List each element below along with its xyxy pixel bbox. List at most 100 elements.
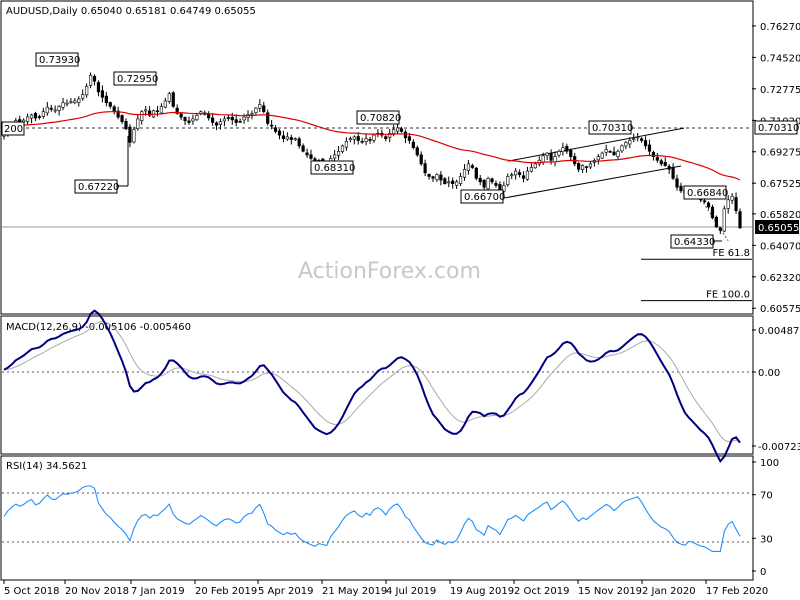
channel-lower bbox=[503, 165, 682, 199]
candle-body bbox=[41, 111, 45, 117]
candle-body bbox=[210, 117, 215, 123]
candle-body bbox=[234, 119, 238, 123]
candle-body bbox=[37, 116, 42, 118]
candle-body bbox=[604, 149, 608, 153]
candle-body bbox=[281, 135, 286, 140]
candle-body bbox=[392, 129, 396, 134]
candle-body bbox=[435, 174, 439, 181]
candle-body bbox=[620, 145, 624, 152]
candle-body bbox=[663, 162, 667, 166]
candle-body bbox=[596, 156, 600, 161]
candle-body bbox=[734, 197, 738, 211]
swing-label-box bbox=[460, 189, 504, 204]
candle-body bbox=[439, 174, 443, 181]
candle-body bbox=[482, 179, 486, 188]
macd-tick-label: 0.00 bbox=[758, 368, 780, 379]
candle-body bbox=[96, 82, 101, 93]
candle-body bbox=[451, 180, 455, 184]
date-tick-label: 20 Feb 2019 bbox=[195, 586, 257, 597]
swing-label-box bbox=[310, 160, 354, 175]
macd-signal-line bbox=[3, 320, 741, 443]
price-panel-frame bbox=[0, 0, 754, 315]
swing-label: 0.68310 bbox=[314, 163, 355, 174]
candle-body bbox=[407, 136, 411, 141]
candle-body bbox=[478, 177, 482, 183]
candle-body bbox=[529, 167, 534, 172]
candle-body bbox=[372, 134, 376, 141]
price-tick-label: 0.62320 bbox=[760, 273, 800, 284]
date-tick-label: 2 Jan 2020 bbox=[642, 586, 696, 597]
candle-body bbox=[651, 151, 656, 157]
candle-body bbox=[344, 141, 349, 148]
date-tick-label: 5 Apr 2019 bbox=[258, 586, 313, 597]
macd-header: MACD(12,26,9) -0.005106 -0.005460 bbox=[6, 322, 191, 333]
date-axis: 5 Oct 2018 20 Nov 2018 7 Jan 2019 20 Feb 20… bbox=[3, 580, 768, 597]
candle-body bbox=[336, 150, 341, 156]
swing-label-box bbox=[356, 110, 400, 125]
candle-body bbox=[277, 130, 282, 136]
candle-body bbox=[616, 150, 620, 157]
swing-label: 0.73930 bbox=[39, 55, 80, 66]
candle-body bbox=[144, 109, 148, 112]
candle-body bbox=[474, 167, 478, 179]
candle-body bbox=[588, 163, 593, 168]
level-left-tag: 200 bbox=[1, 121, 25, 136]
candle-body bbox=[647, 144, 652, 152]
candle-body bbox=[258, 104, 262, 109]
price-tick-label: 0.65820 bbox=[760, 210, 800, 221]
candle-body bbox=[628, 140, 632, 145]
candle-body bbox=[722, 208, 726, 232]
candle-body bbox=[584, 166, 589, 168]
candle-body bbox=[69, 101, 73, 104]
candle-body bbox=[710, 206, 715, 219]
swing-label-box bbox=[113, 71, 157, 86]
date-tick-label: 20 Nov 2018 bbox=[65, 586, 129, 597]
candle-body bbox=[195, 115, 199, 121]
candle-body bbox=[136, 118, 140, 129]
candle-body bbox=[632, 138, 636, 141]
price-tick-label: 0.74520 bbox=[760, 53, 800, 64]
candle-body bbox=[643, 140, 648, 147]
date-tick-label: 7 Jan 2019 bbox=[131, 586, 185, 597]
symbol-header: AUDUSD,Daily 0.65040 0.65181 0.64749 0.6… bbox=[6, 6, 256, 17]
macd-tick-label: -0.007232 bbox=[758, 442, 800, 453]
candle-body bbox=[348, 138, 352, 141]
price-tick-label: 0.69275 bbox=[760, 148, 800, 159]
candle-body bbox=[108, 102, 112, 107]
candle-body bbox=[179, 113, 183, 118]
candle-body bbox=[104, 95, 108, 104]
candle-body bbox=[26, 116, 30, 122]
candle-body bbox=[364, 138, 368, 142]
candle-body bbox=[706, 202, 711, 208]
rsi-header: RSI(14) 34.5621 bbox=[6, 461, 87, 472]
candle-body bbox=[494, 183, 498, 186]
macd-line bbox=[3, 309, 741, 463]
swing-labels-group: 0.73930 0.72950 0.67220 0.70820 0.68310 0.667… bbox=[35, 52, 728, 249]
price-tick-label: 0.67525 bbox=[760, 179, 800, 190]
candle-body bbox=[675, 178, 679, 188]
ema-line bbox=[3, 111, 741, 181]
candle-body bbox=[486, 177, 490, 190]
candle-body bbox=[230, 116, 234, 121]
candle-body bbox=[388, 133, 392, 138]
candle-body bbox=[57, 106, 61, 111]
candle-body bbox=[33, 112, 38, 119]
candle-body bbox=[242, 116, 246, 121]
candle-body bbox=[254, 107, 258, 114]
candle-body bbox=[521, 175, 526, 179]
date-tick-label: 17 Feb 2020 bbox=[706, 586, 768, 597]
candle-body bbox=[340, 145, 345, 152]
candle-body bbox=[88, 75, 93, 86]
level-tag-text: 0.70310 bbox=[758, 123, 799, 134]
macd-lines-group: 0.004876 0.00 -0.007232 bbox=[3, 309, 800, 463]
date-tick-label: 19 Aug 2019 bbox=[450, 586, 514, 597]
swing-label: 0.66700 bbox=[464, 192, 505, 203]
swing-label: 0.64330 bbox=[674, 237, 715, 248]
candle-body bbox=[65, 102, 69, 105]
candle-body bbox=[671, 167, 675, 179]
candle-body bbox=[514, 170, 518, 176]
swing-label: 0.67220 bbox=[78, 182, 119, 193]
candle-body bbox=[458, 176, 463, 184]
candle-body bbox=[714, 216, 718, 228]
fe-label: FE 61.8 bbox=[712, 248, 750, 259]
